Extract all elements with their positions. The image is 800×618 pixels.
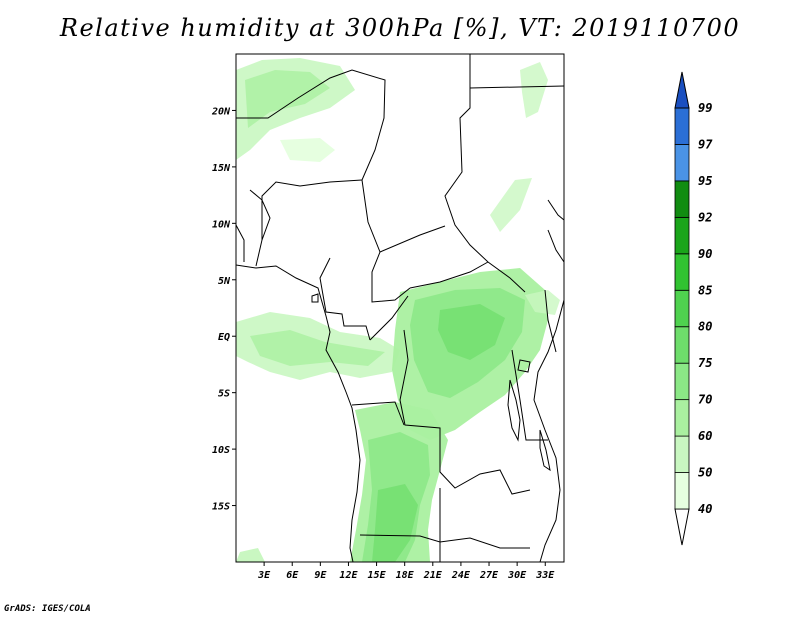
humidity-region (372, 484, 418, 562)
x-tick-label: 18E (396, 570, 415, 581)
colorbar-swatch (674, 472, 690, 510)
colorbar-label: 92 (698, 210, 712, 224)
x-tick-label: 21E (423, 570, 443, 581)
colorbar-label: 95 (698, 174, 712, 188)
colorbar-label: 85 (698, 283, 712, 297)
border (369, 295, 409, 341)
humidity-region (280, 138, 335, 162)
colorbar-label: 99 (698, 101, 712, 115)
colorbar-swatch (674, 326, 690, 364)
colorbar-label: 75 (698, 356, 712, 370)
colorbar-label: 60 (698, 429, 712, 443)
lake (311, 293, 319, 303)
border (361, 179, 411, 303)
colorbar-swatch (674, 107, 690, 145)
colorbar-swatch (674, 180, 690, 218)
border (547, 229, 564, 263)
humidity-region (438, 304, 505, 360)
y-tick-label: 10S (212, 445, 230, 456)
country-borders (236, 54, 564, 562)
y-tick-label: 15S (212, 502, 230, 513)
humidity-region (520, 62, 548, 118)
colorbar-label: 80 (698, 320, 712, 334)
colorbar-swatch (674, 144, 690, 182)
border (379, 225, 446, 253)
colorbar-label: 97 (698, 137, 713, 151)
colorbar-swatch (674, 253, 690, 291)
border (444, 54, 526, 293)
colorbar-label: 40 (698, 502, 712, 516)
colorbar-label: 90 (698, 247, 712, 261)
border (469, 85, 564, 89)
x-tick-label: 9E (314, 570, 327, 581)
lake (517, 359, 531, 373)
border (236, 224, 245, 262)
x-tick-label: 3E (257, 570, 271, 581)
humidity-region (236, 548, 265, 562)
map-frame (235, 53, 565, 563)
colorbar-label: 50 (698, 466, 712, 480)
border (255, 179, 363, 267)
colorbar-swatch (674, 216, 690, 255)
colorbar-swatch (674, 435, 690, 473)
humidity-region (490, 178, 532, 232)
border (547, 199, 564, 221)
humidity-region (250, 330, 385, 366)
humidity-region (525, 290, 560, 315)
coastline (533, 299, 564, 562)
border (544, 289, 557, 353)
x-tick-label: 24E (451, 570, 471, 581)
y-tick-label: 5N (218, 276, 231, 287)
y-tick-label: 15N (212, 163, 231, 174)
border (249, 189, 271, 241)
coastline (236, 264, 361, 562)
x-tick-label: 6E (286, 570, 299, 581)
lake (539, 429, 551, 472)
border (351, 401, 405, 426)
border (359, 534, 530, 549)
x-tick-label: 15E (368, 570, 387, 581)
x-tick-label: 30E (507, 570, 527, 581)
colorbar-swatch (674, 399, 690, 437)
x-tick-label: 33E (535, 570, 555, 581)
border (511, 349, 548, 441)
longitude-axis: 3E 6E 9E 12E 15E 18E 21E 24E 27E 30E 33E (257, 562, 555, 581)
y-tick-label: 10N (212, 219, 231, 230)
border (319, 257, 371, 341)
x-tick-label: 27E (479, 570, 499, 581)
colorbar-label: 70 (698, 393, 712, 407)
colorbar: 40 50 60 70 75 80 85 90 92 95 97 99 (674, 71, 713, 546)
colorbar-swatch (674, 289, 690, 328)
colorbar-bottom-arrow (674, 508, 690, 546)
latitude-axis: 20N 15N 10N 5N EQ 5S 10S 15S (211, 106, 236, 513)
border (236, 69, 386, 181)
humidity-region (245, 70, 330, 128)
y-tick-label: 5S (218, 389, 230, 400)
y-tick-label: EQ (218, 332, 230, 343)
border (409, 261, 489, 289)
y-tick-label: 20N (211, 106, 231, 117)
humidity-field-shading (236, 58, 560, 562)
grads-credit: GrADS: IGES/COLA (4, 604, 91, 614)
colorbar-top-arrow (674, 71, 690, 109)
x-tick-label: 12E (339, 570, 358, 581)
lake (507, 379, 521, 442)
page-title: Relative humidity at 300hPa [%], VT: 201… (59, 14, 741, 42)
border (399, 329, 531, 495)
colorbar-swatch (674, 362, 690, 401)
